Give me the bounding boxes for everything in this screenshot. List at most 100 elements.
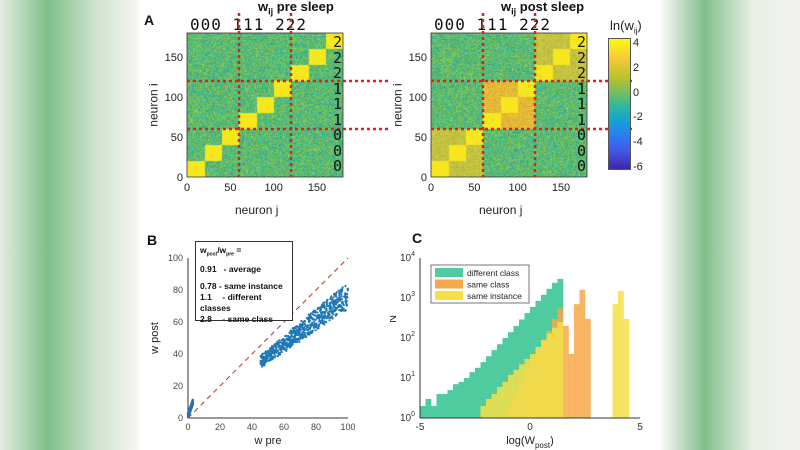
side-digit: 2 [333, 33, 346, 51]
heatmap-post-top-digits: 000 111 222 [434, 15, 551, 34]
scatter-point [327, 304, 330, 308]
scatter-point [293, 337, 296, 340]
scatter-point [264, 351, 267, 354]
y-tick-label: 20 [173, 381, 183, 391]
scatter-point [293, 334, 297, 337]
x-tick-label: 0 [428, 182, 434, 194]
heatmap-pre-xlabel: neuron j [235, 203, 279, 217]
y-tick-label: 0 [421, 172, 427, 184]
side-digit: 1 [333, 110, 346, 129]
scatter-point [319, 321, 322, 325]
y-tick-label: 101 [400, 371, 415, 384]
scatter-point [317, 323, 321, 326]
x-tick-label: 50 [224, 182, 236, 194]
ratio-row-different-classes: 1.1 - different classes [200, 291, 262, 313]
scatter-point [191, 399, 194, 402]
scatter-point [322, 303, 325, 306]
scatter-point [301, 323, 304, 326]
y-tick-label: 102 [400, 331, 415, 344]
scatter-point [309, 325, 312, 329]
scatter-point [279, 353, 282, 356]
scatter-point [309, 323, 312, 326]
scatter-point [332, 309, 335, 312]
scatter-point [296, 340, 299, 344]
scatter-point [281, 342, 284, 346]
scatter-point [337, 305, 340, 308]
scatter-point [283, 348, 286, 351]
scatter-point [325, 303, 328, 306]
y-tick-label: 104 [400, 251, 415, 264]
scatter-point [334, 300, 338, 303]
side-digit: 0 [577, 141, 590, 160]
scatter-point [187, 411, 190, 414]
histogram-bar [579, 289, 586, 418]
y-tick-label: 100 [409, 92, 427, 104]
scatter-point [298, 340, 301, 343]
y-tick-label: 150 [165, 52, 183, 64]
scatter-point [274, 351, 277, 354]
side-digit: 0 [333, 141, 346, 160]
scatter-point [309, 315, 312, 318]
scatter-point [330, 311, 333, 314]
scatter-point [338, 294, 341, 297]
scatter-point [290, 333, 293, 336]
scatter-point [336, 306, 339, 309]
scatter-point [299, 323, 302, 326]
scatter-point [285, 349, 288, 353]
scatter-point [261, 359, 264, 363]
x-tick-label: 20 [215, 422, 225, 432]
scatter-point [297, 333, 300, 336]
scatter-point [190, 403, 194, 406]
scatter-point [189, 407, 193, 410]
scatter-point [341, 302, 345, 305]
side-digit: 0 [577, 157, 590, 175]
histogram-bar [475, 367, 481, 418]
scatter-point [345, 302, 348, 305]
histogram-bar [431, 405, 437, 418]
scatter-point [342, 307, 345, 310]
scatter-point [277, 342, 280, 345]
side-digit: 2 [577, 64, 590, 82]
scatter-point [335, 291, 338, 294]
x-tick-label: 0 [184, 182, 190, 194]
scatter-point [343, 309, 347, 312]
scatter-point [265, 356, 268, 359]
scatter-point [303, 320, 307, 323]
x-axis-label: log(Wpost) [506, 435, 554, 450]
scatter-point [301, 321, 305, 324]
heatmap-pre-title: wij pre sleep [258, 0, 334, 17]
scatter-point [272, 348, 275, 351]
scatter-point [298, 337, 302, 340]
histogram-bar [447, 390, 454, 418]
scatter-point [320, 305, 323, 308]
scatter-point [329, 307, 332, 311]
histogram-bar [541, 339, 547, 418]
panel-label-c: C [412, 230, 423, 246]
scatter-point [311, 329, 314, 332]
scatter-point [332, 296, 335, 299]
side-digit: 1 [577, 79, 590, 98]
scatter-point [307, 331, 311, 334]
side-digit: 2 [333, 64, 346, 82]
scatter-point [274, 354, 277, 357]
histogram-bar [502, 338, 509, 418]
histogram-bar [469, 372, 476, 418]
scatter-point [325, 317, 328, 320]
scatter-point [321, 320, 324, 323]
histogram: -5 0 5 100 101 102 103 104 log(Wpost) Ndifferent … [390, 251, 643, 450]
scatter-point [260, 354, 263, 358]
scatter-point [298, 325, 301, 328]
scatter-point [283, 344, 286, 347]
scatter-point [294, 331, 297, 334]
scatter-point [282, 346, 285, 349]
scatter-point [278, 345, 281, 348]
scatter-point [296, 325, 299, 328]
figure: A wij pre sleep 000 111 222 0 50 100 150 0 50… [140, 0, 660, 450]
x-tick-label: 150 [308, 182, 326, 194]
x-tick-label: 80 [311, 422, 321, 432]
scatter-point [298, 330, 301, 333]
